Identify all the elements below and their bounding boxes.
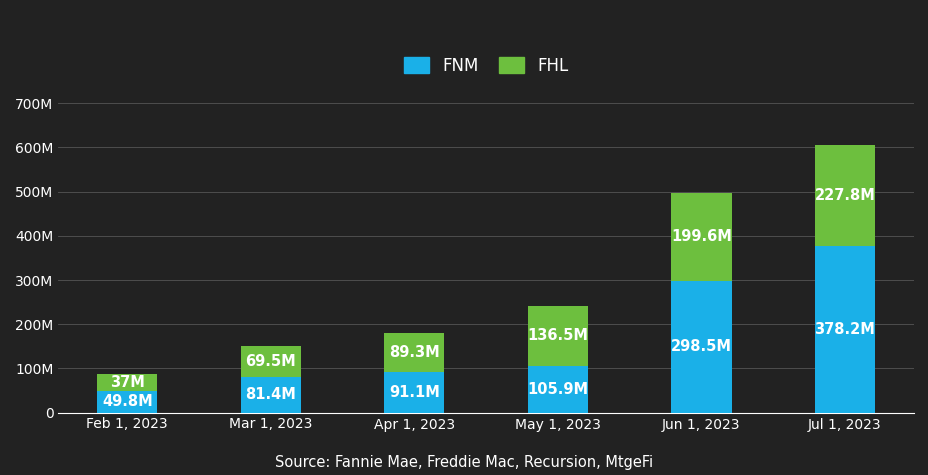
Bar (97, 390, 157, 413)
Text: 199.6M: 199.6M (670, 229, 731, 244)
Text: 89.3M: 89.3M (389, 345, 439, 360)
Bar (671, 192, 730, 281)
Text: 69.5M: 69.5M (245, 354, 296, 369)
Text: 136.5M: 136.5M (527, 328, 587, 343)
Bar (527, 305, 587, 366)
Bar (527, 366, 587, 413)
Bar (240, 346, 301, 377)
Legend: FNM, FHL: FNM, FHL (397, 50, 574, 81)
Text: 91.1M: 91.1M (389, 385, 439, 400)
Bar (384, 372, 444, 413)
Text: 49.8M: 49.8M (102, 394, 152, 409)
Text: 378.2M: 378.2M (814, 322, 874, 337)
Bar (240, 377, 301, 413)
Text: 227.8M: 227.8M (814, 188, 874, 203)
Bar (97, 374, 157, 390)
Bar (671, 281, 730, 413)
Bar (814, 145, 874, 246)
Bar (384, 333, 444, 372)
Text: Source: Fannie Mae, Freddie Mac, Recursion, MtgeFi: Source: Fannie Mae, Freddie Mac, Recursi… (275, 455, 653, 470)
Text: 298.5M: 298.5M (670, 339, 731, 354)
Text: 105.9M: 105.9M (527, 382, 587, 397)
Bar (814, 246, 874, 413)
Text: 37M: 37M (110, 375, 145, 390)
Text: 81.4M: 81.4M (245, 387, 296, 402)
